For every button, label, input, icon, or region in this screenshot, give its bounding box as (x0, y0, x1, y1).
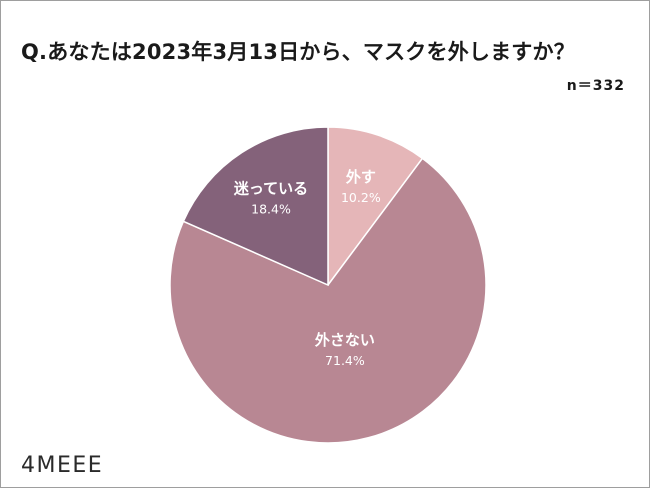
slice-label: 迷っている (233, 180, 308, 198)
pie-slice (169, 157, 487, 444)
slice-label: 外さない (314, 331, 375, 349)
pie-slice (182, 126, 329, 287)
pie-labels: 外す 10.2% 外さない 71.4% 迷っている 18.4% (233, 168, 381, 368)
slice-label: 外す (345, 168, 376, 186)
sample-size: n＝332 (566, 78, 625, 94)
pie-slice (327, 126, 424, 288)
slice-value-label: 18.4% (251, 202, 291, 217)
pie-slices (169, 126, 487, 444)
brand-logo: 4MEEE (21, 453, 104, 478)
chart-title: Q.あなたは2023年3月13日から、マスクを外しますか？ (21, 40, 575, 64)
slice-value-label: 71.4% (325, 353, 365, 368)
slice-value-label: 10.2% (341, 190, 381, 205)
